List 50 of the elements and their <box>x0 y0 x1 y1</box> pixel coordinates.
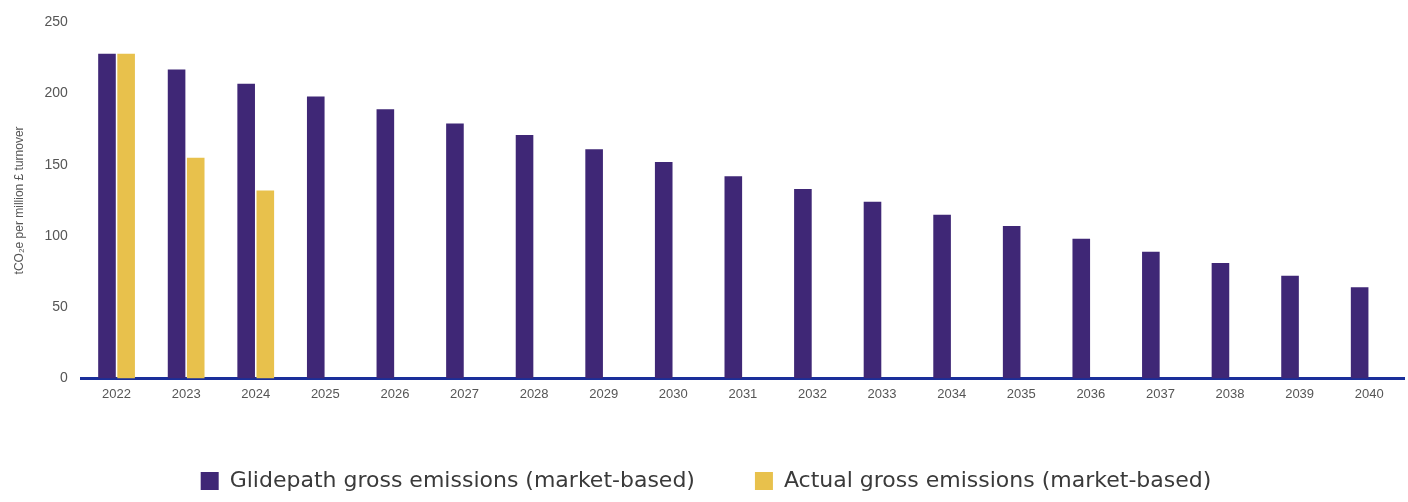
y-tick-label: 150 <box>44 155 68 172</box>
x-tick-label: 2022 <box>102 385 132 401</box>
x-tick-label: 2039 <box>1285 385 1315 401</box>
bar <box>724 176 743 379</box>
x-tick-label: 2027 <box>450 385 479 401</box>
bar <box>237 83 255 379</box>
bar <box>794 189 812 379</box>
x-tick-label: 2037 <box>1145 385 1175 401</box>
x-tick-label: 2036 <box>1076 385 1106 401</box>
bar <box>1002 226 1021 379</box>
bar <box>446 123 464 379</box>
y-tick-label: 250 <box>44 13 68 30</box>
x-tick-label: 2033 <box>867 385 897 401</box>
bar <box>306 96 325 379</box>
y-tick-label: 50 <box>52 298 68 315</box>
bar <box>1281 275 1299 379</box>
y-tick-label: 200 <box>44 84 68 101</box>
bar <box>933 214 951 379</box>
bar <box>585 149 603 379</box>
y-tick-label: 0 <box>59 369 68 386</box>
bar <box>1350 287 1369 379</box>
bar <box>167 69 186 379</box>
bar <box>1072 238 1091 379</box>
x-tick-label: 2030 <box>658 385 688 401</box>
bar <box>515 134 534 379</box>
bar <box>1211 263 1230 379</box>
x-tick-label: 2023 <box>171 385 201 401</box>
x-tick-label: 2028 <box>519 385 549 401</box>
bar <box>376 109 395 379</box>
y-tick-label: 100 <box>44 226 68 243</box>
y-axis-title: tCO₂e per million £ turnover <box>11 126 26 275</box>
legend-label: Actual gross emissions (market-based) <box>783 466 1212 492</box>
bar <box>186 157 205 379</box>
bar <box>117 53 135 379</box>
bar <box>654 161 673 379</box>
x-tick-label: 2040 <box>1354 385 1384 401</box>
x-tick-label: 2029 <box>589 385 619 401</box>
bar <box>256 190 275 379</box>
bar <box>98 53 116 379</box>
x-tick-label: 2032 <box>798 385 827 401</box>
x-tick-label: 2038 <box>1215 385 1245 401</box>
x-tick-label: 2034 <box>937 385 967 401</box>
x-tick-label: 2025 <box>310 385 340 401</box>
bar <box>863 201 882 379</box>
x-tick-label: 2031 <box>728 385 758 401</box>
x-tick-label: 2035 <box>1006 385 1036 401</box>
x-tick-label: 2024 <box>241 385 271 401</box>
x-tick-label: 2026 <box>380 385 410 401</box>
bar <box>1142 251 1160 379</box>
legend-label: Glidepath gross emissions (market-based) <box>229 466 695 492</box>
